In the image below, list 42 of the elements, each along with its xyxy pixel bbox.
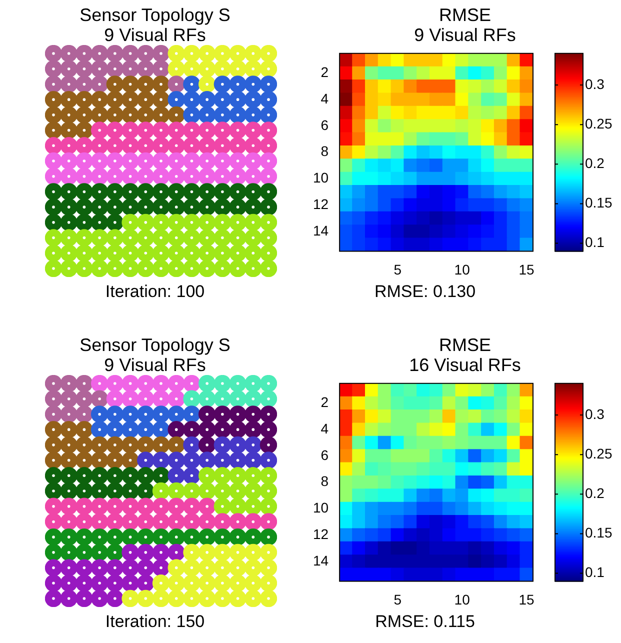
text: 9 Visual RFs: [103, 355, 207, 375]
color-bar-label: 0.25: [585, 445, 612, 462]
y-tick-label: 2: [320, 394, 329, 410]
y-tick-label: 10: [312, 170, 329, 186]
color-bar-label: 0.3: [585, 76, 605, 92]
text: Sensor Topology S: [78, 335, 232, 355]
y-tick-label: 2: [320, 64, 329, 80]
y-tick-label: 10: [312, 500, 329, 516]
x-tick-label: 5: [394, 591, 402, 608]
color-bar-label: 0.1: [585, 564, 605, 580]
y-tick-label: 8: [320, 473, 329, 490]
color-bar-label: 0.2: [585, 155, 605, 172]
x-tick-label: 15: [518, 591, 535, 608]
y-tick-label: 4: [320, 90, 329, 106]
x-tick-label: 15: [518, 261, 535, 278]
color-bar-label: 0.15: [585, 524, 612, 541]
text: Iteration: 100: [104, 282, 206, 302]
text: RMSE: 0.130: [373, 282, 477, 302]
color-bar-label: 0.1: [585, 234, 605, 250]
y-tick-label: 4: [320, 420, 329, 436]
chart-title: RMSE: [438, 335, 492, 355]
color-bar-label: 0.15: [585, 194, 612, 211]
chart-subtitle: 9 Visual RFs: [413, 25, 517, 45]
y-tick-label: 6: [320, 116, 329, 133]
chart-title: RMSE: [438, 5, 492, 25]
chart-subtitle: 16 Visual RFs: [408, 355, 522, 375]
x-tick-label: 10: [454, 591, 470, 608]
text: Sensor Topology S: [78, 5, 232, 25]
y-tick-label: 12: [312, 196, 329, 212]
text: Iteration: 150: [104, 612, 206, 632]
text: RMSE: 0.115: [374, 612, 476, 632]
text: 9 Visual RFs: [103, 25, 207, 45]
x-tick-label: 10: [454, 261, 470, 278]
color-bar-label: 0.2: [585, 485, 605, 502]
color-bar-label: 0.3: [585, 406, 605, 422]
y-tick-label: 6: [320, 446, 329, 463]
y-tick-label: 12: [312, 526, 329, 542]
x-tick-label: 5: [394, 261, 402, 278]
y-tick-label: 14: [312, 222, 329, 238]
color-bar-label: 0.25: [585, 115, 612, 132]
y-tick-label: 8: [320, 143, 329, 160]
y-tick-label: 14: [312, 552, 329, 568]
